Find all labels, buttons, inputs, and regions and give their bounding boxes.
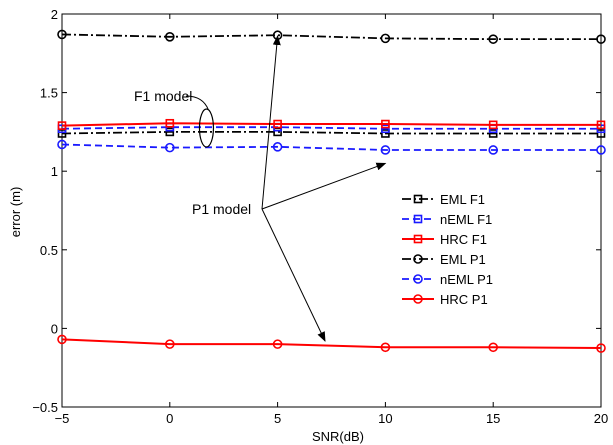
data-point <box>488 342 499 353</box>
data-point <box>381 119 390 129</box>
series-line <box>61 126 601 130</box>
data-point <box>57 334 67 345</box>
series-line <box>61 122 601 127</box>
f1-model-leader <box>185 95 209 111</box>
legend-entry: nEML F1 <box>402 212 492 227</box>
p1-model-arrow <box>261 162 387 210</box>
data-point <box>273 119 282 129</box>
data-point <box>273 127 282 137</box>
data-point <box>488 145 499 155</box>
y-axis-title: error (m) <box>8 187 23 238</box>
annotation-f1-model: F1 model <box>134 88 192 104</box>
legend-entry: EML F1 <box>402 192 485 207</box>
axes: −0.5 0 0.5 1 1.5 2 −5 0 5 10 15 20 <box>32 7 608 426</box>
plot-frame <box>61 13 602 408</box>
y-tick-label: 0 <box>51 321 58 336</box>
legend-swatch-marker <box>413 274 423 284</box>
annotation-p1-model: P1 model <box>192 201 251 217</box>
legend-entry: HRC P1 <box>402 292 488 307</box>
legend-entry: nEML P1 <box>402 272 493 287</box>
plot-area <box>61 13 602 408</box>
x-tick-label: 20 <box>594 411 608 426</box>
data-point <box>596 343 606 353</box>
series-neml-p1 <box>57 139 606 155</box>
data-point <box>57 139 67 150</box>
p1-model-arrow <box>261 35 281 210</box>
data-point <box>272 142 283 152</box>
legend-entry: EML P1 <box>402 252 486 267</box>
legend-entry: HRC F1 <box>402 232 487 247</box>
x-tick-label: 5 <box>274 411 281 426</box>
series-eml-f1 <box>57 127 606 138</box>
data-point <box>272 339 283 349</box>
legend-swatch-marker <box>413 194 423 204</box>
data-point <box>165 31 175 42</box>
data-point <box>57 29 67 40</box>
legend-label: HRC F1 <box>440 232 487 247</box>
f1-model-ellipse <box>198 108 215 148</box>
series-line <box>61 338 602 350</box>
data-point <box>380 33 391 44</box>
legend-label: EML P1 <box>440 252 486 267</box>
x-axis-title: SNR(dB) <box>312 429 364 444</box>
series-group <box>57 29 606 353</box>
x-tick-label: 10 <box>378 411 392 426</box>
series-hrc-f1 <box>57 118 606 130</box>
legend-swatch-marker <box>413 294 423 304</box>
data-point <box>381 124 390 134</box>
data-point <box>596 129 606 138</box>
data-point <box>596 34 606 44</box>
data-point <box>165 127 175 137</box>
y-tick-label: 1.5 <box>40 86 58 101</box>
y-tick-label: 2 <box>51 7 58 22</box>
data-point <box>380 145 391 155</box>
data-point <box>381 129 390 138</box>
data-point <box>596 120 606 130</box>
x-tick-label: 0 <box>166 411 173 426</box>
legend-label: HRC P1 <box>440 292 488 307</box>
data-point <box>165 142 175 153</box>
legend-label: EML F1 <box>440 192 485 207</box>
legend-swatch-marker <box>413 234 423 244</box>
series-line <box>61 33 601 41</box>
data-point <box>165 118 175 128</box>
data-point <box>488 129 498 138</box>
legend-label: nEML F1 <box>440 212 492 227</box>
data-point <box>380 342 391 353</box>
data-point <box>165 339 175 349</box>
series-line <box>61 130 601 135</box>
x-tick-label: 15 <box>486 411 500 426</box>
data-point <box>57 121 67 130</box>
data-point <box>57 129 67 138</box>
y-tick-label: −0.5 <box>32 400 58 415</box>
series-line <box>61 143 601 151</box>
data-point <box>488 120 498 130</box>
legend-label: nEML P1 <box>440 272 493 287</box>
y-tick-label: 0.5 <box>40 243 58 258</box>
series-hrc-p1 <box>57 334 606 353</box>
data-point <box>488 34 499 44</box>
legend: EML F1 nEML F1 HRC F1 EML P1 nEML P1 HRC P1 <box>402 192 493 307</box>
data-point <box>596 145 606 155</box>
x-tick-label: −5 <box>55 411 70 426</box>
legend-swatch-marker <box>413 254 423 264</box>
p1-model-arrow <box>261 208 326 342</box>
y-tick-label: 1 <box>51 164 58 179</box>
annotations: F1 model P1 model <box>134 35 387 342</box>
legend-swatch-marker <box>413 214 423 224</box>
